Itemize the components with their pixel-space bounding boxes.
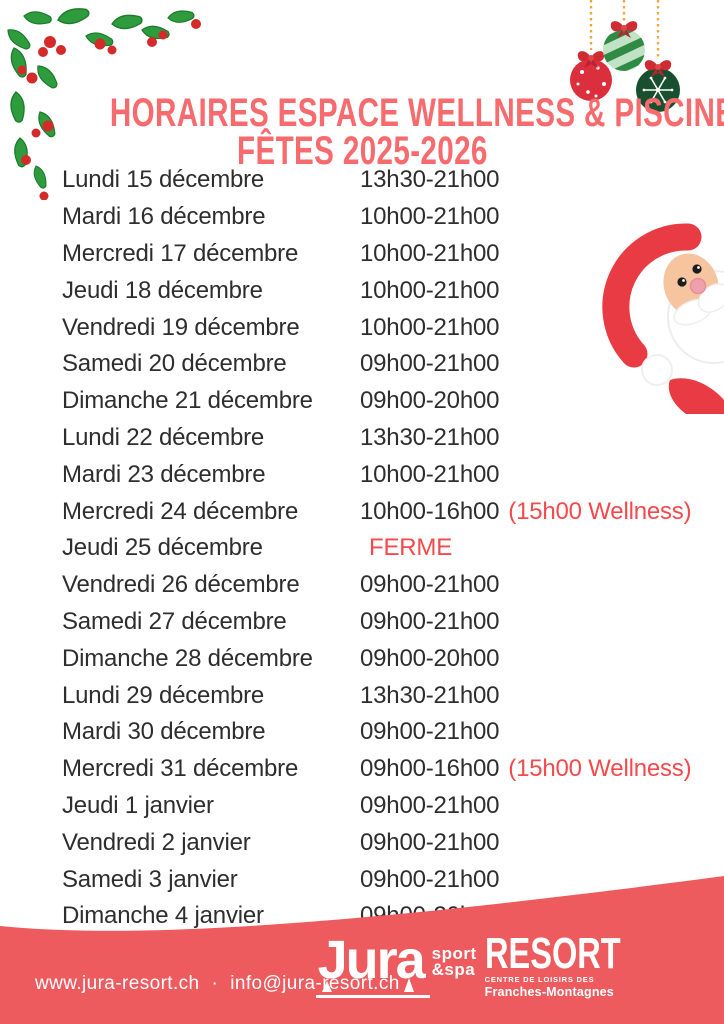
schedule-row: Jeudi 25 décembre FERME xyxy=(62,530,702,567)
schedule-day: Jeudi 25 décembre xyxy=(62,534,263,562)
schedule-row: Mardi 16 décembre 10h00-21h00 xyxy=(62,199,702,236)
schedule-day: Lundi 15 décembre xyxy=(62,166,265,194)
schedule-time: 09h00-21h00 xyxy=(360,865,500,893)
schedule-row: Jeudi 1 janvier 09h00-21h00 xyxy=(62,788,702,825)
schedule-time: 13h30-21h00 xyxy=(360,423,500,451)
schedule-row: Mardi 23 décembre 10h00-21h00 xyxy=(62,456,702,493)
logo-subtitle-2: Franches-Montagnes xyxy=(484,985,614,999)
schedule-day: Samedi 20 décembre xyxy=(62,350,287,378)
logo-resort-text: RESORT xyxy=(484,929,621,978)
schedule-time: 10h00-21h00 xyxy=(360,239,500,267)
schedule-row: Lundi 29 décembre 13h30-21h00 xyxy=(62,677,702,714)
schedule-day: Mercredi 24 décembre xyxy=(62,497,299,525)
schedule-row: Lundi 22 décembre 13h30-21h00 xyxy=(62,420,702,457)
page-subtitle-text: FÊTES 2025-2026 xyxy=(236,129,488,173)
logo-jura-wordmark: Jura xyxy=(315,933,430,998)
schedule-day: Samedi 27 décembre xyxy=(62,607,287,635)
page-subtitle: FÊTES 2025-2026 xyxy=(0,131,724,171)
schedule-day: Lundi 22 décembre xyxy=(62,423,265,451)
schedule-row: Samedi 20 décembre 09h00-21h00 xyxy=(62,346,702,383)
tree-icon xyxy=(321,980,332,992)
schedule-day: Samedi 3 janvier xyxy=(62,865,238,893)
schedule-time: 10h00-21h00 xyxy=(360,276,500,304)
schedule-row: Lundi 15 décembre 13h30-21h00 xyxy=(62,162,702,199)
schedule-note: (15h00 Wellness) xyxy=(508,497,692,525)
schedule-day: Lundi 29 décembre xyxy=(62,681,265,709)
schedule-row: Vendredi 2 janvier 09h00-21h00 xyxy=(62,824,702,861)
schedule-day: Dimanche 4 janvier xyxy=(62,902,264,930)
schedule-time: 09h00-21h00 xyxy=(360,571,500,599)
schedule-row: Samedi 3 janvier 09h00-21h00 xyxy=(62,861,702,898)
page-title-text: HORAIRES ESPACE WELLNESS & PISCINE xyxy=(109,91,724,135)
schedule-day: Mardi 23 décembre xyxy=(62,460,266,488)
email-text: info@jura-resort.ch xyxy=(230,973,400,994)
schedule-note: (15h00 Wellness) xyxy=(508,755,692,783)
schedule-time: 09h00-21h00 xyxy=(360,791,500,819)
footer-wave xyxy=(0,876,724,1024)
schedule-row: Samedi 27 décembre 09h00-21h00 xyxy=(62,604,702,641)
page-title: HORAIRES ESPACE WELLNESS & PISCINE xyxy=(0,93,724,133)
logo-subtitle-1: CENTRE DE LOISIRS DES xyxy=(484,975,595,984)
schedule-day: Dimanche 21 décembre xyxy=(62,387,313,415)
logo-sport-text: sport xyxy=(431,944,477,963)
schedule-row: Mercredi 24 décembre 10h00-16h00 (15h00 … xyxy=(62,493,702,530)
schedule-day: Jeudi 1 janvier xyxy=(62,791,214,819)
schedule-row: Vendredi 19 décembre 10h00-21h00 xyxy=(62,309,702,346)
schedule-row: Dimanche 21 décembre 09h00-20h00 xyxy=(62,383,702,420)
footer-contact: www.jura-resort.ch · info@jura-resort.ch xyxy=(35,973,400,995)
schedule-row: Dimanche 28 décembre 09h00-20h00 xyxy=(62,640,702,677)
schedule-row: Mercredi 31 décembre 09h00-16h00 (15h00 … xyxy=(62,751,702,788)
schedule-time: 09h00-21h00 xyxy=(360,607,500,635)
schedule-list: Lundi 15 décembre 13h30-21h00 Mardi 16 d… xyxy=(62,162,702,935)
schedule-time: 09h00-20h00 xyxy=(360,387,500,415)
schedule-time: 10h00-21h00 xyxy=(360,460,500,488)
christmas-baubles-icon xyxy=(570,0,680,112)
schedule-time: 09h00-21h00 xyxy=(360,828,500,856)
holly-icon xyxy=(3,5,201,200)
schedule-day: Mercredi 17 décembre xyxy=(62,239,299,267)
schedule-row: Mardi 30 décembre 09h00-21h00 xyxy=(62,714,702,751)
schedule-time: 10h00-21h00 xyxy=(360,313,500,341)
separator-dot: · xyxy=(211,973,219,994)
logo-resort-block: RESORT CENTRE DE LOISIRS DES Franches-Mo… xyxy=(484,929,668,999)
schedule-time: 09h00-20h00 xyxy=(360,644,500,672)
schedule-row: Jeudi 18 décembre 10h00-21h00 xyxy=(62,272,702,309)
website-text: www.jura-resort.ch xyxy=(35,973,200,994)
santa-icon xyxy=(602,223,724,414)
tree-icon xyxy=(403,977,414,992)
schedule-note: FERME xyxy=(369,534,453,562)
schedule-row: Mercredi 17 décembre 10h00-21h00 xyxy=(62,236,702,273)
schedule-day: Mardi 30 décembre xyxy=(62,718,266,746)
schedule-time: 10h00-16h00 xyxy=(360,497,500,525)
schedule-time: 09h00-21h00 xyxy=(360,350,500,378)
schedule-row: Vendredi 26 décembre 09h00-21h00 xyxy=(62,567,702,604)
schedule-day: Vendredi 19 décembre xyxy=(62,313,300,341)
schedule-day: Mercredi 31 décembre xyxy=(62,755,299,783)
schedule-time: 09h00-16h00 xyxy=(360,755,500,783)
schedule-day: Dimanche 28 décembre xyxy=(62,644,313,672)
schedule-time: 09h00-21h00 xyxy=(360,718,500,746)
logo-spa-text: &spa xyxy=(431,960,476,980)
schedule-day: Vendredi 26 décembre xyxy=(62,571,300,599)
logo-sport-spa: sport &spa xyxy=(431,944,477,980)
schedule-time: 13h30-21h00 xyxy=(360,681,500,709)
jura-resort-logo: Jura sport &spa RESORT CENTRE DE LOISIRS… xyxy=(315,929,668,999)
schedule-time: 10h00-21h00 xyxy=(360,203,500,231)
schedule-day: Jeudi 18 décembre xyxy=(62,276,263,304)
schedule-time: 13h30-21h00 xyxy=(360,166,500,194)
schedule-day: Mardi 16 décembre xyxy=(62,203,266,231)
schedule-day: Vendredi 2 janvier xyxy=(62,828,251,856)
